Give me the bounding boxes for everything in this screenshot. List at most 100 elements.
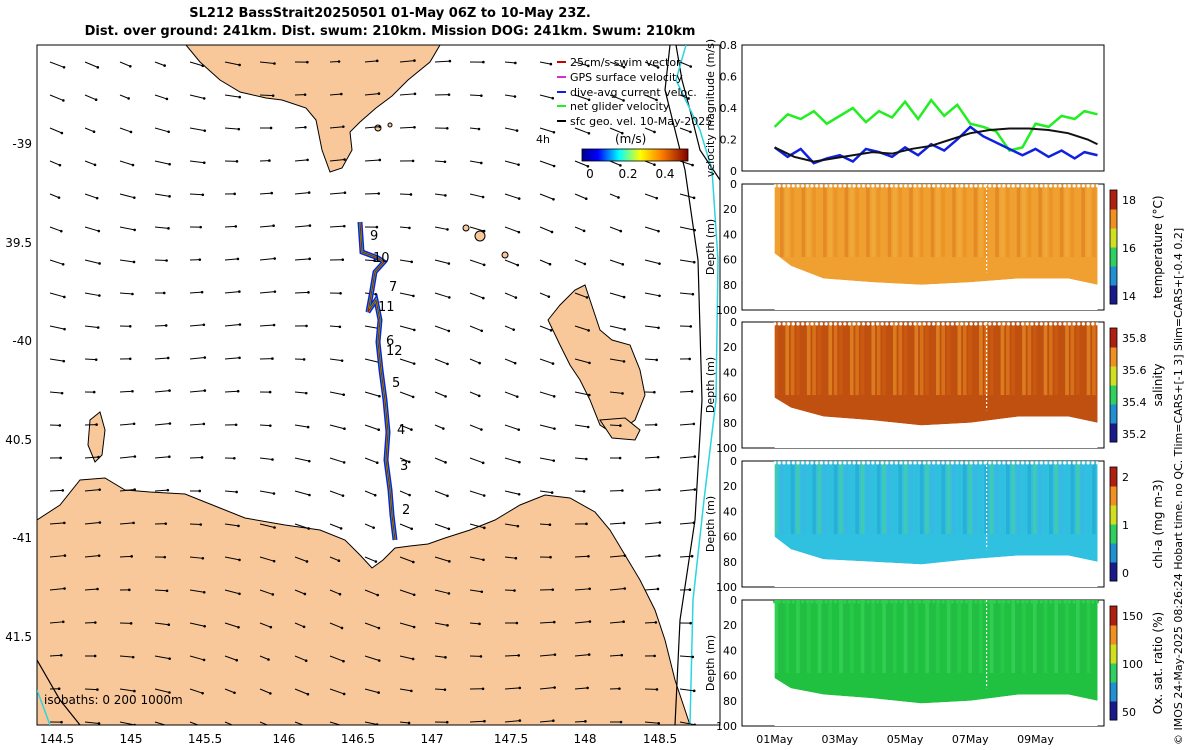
heatmap-stripe	[1016, 322, 1021, 396]
geo-arrow	[294, 159, 308, 162]
geo-arrow	[189, 456, 203, 459]
sample-dot	[810, 461, 814, 465]
heatmap-stripe	[941, 184, 946, 258]
geo-arrow-head	[584, 457, 588, 461]
geo-arrow-head	[689, 130, 692, 134]
geo-arrow-head	[95, 423, 98, 426]
geo-arrow-head	[443, 688, 447, 691]
depth-tick: 80	[723, 279, 737, 292]
oxygen-colorbar-label: Ox. sat. ratio (%)	[1151, 612, 1165, 714]
geo-arrow	[679, 423, 694, 426]
geo-arrow	[434, 589, 450, 594]
geo-arrow-head	[271, 593, 275, 596]
heatmap-stripe	[946, 461, 951, 535]
geo-arrow	[224, 291, 240, 294]
geo-arrow	[259, 622, 271, 628]
geo-arrow-head	[619, 229, 623, 233]
heatmap-stripe	[962, 461, 967, 535]
geo-arrow-head	[588, 587, 591, 591]
geo-arrow-head	[199, 724, 202, 725]
geo-arrow-head	[550, 230, 554, 234]
geo-arrow-head	[304, 659, 308, 663]
geo-arrow-head	[203, 356, 207, 359]
depth-tick: 0	[730, 455, 737, 468]
geo-arrow	[644, 61, 659, 68]
heatmap-stripe	[1016, 600, 1021, 674]
heatmap-stripe	[779, 184, 784, 258]
sample-dot	[871, 461, 875, 465]
heatmap-stripe	[930, 600, 935, 674]
heatmap-stripe	[1065, 461, 1069, 535]
geo-arrow	[609, 160, 621, 166]
geo-arrow-head	[133, 723, 136, 725]
heatmap-stripe	[898, 600, 902, 674]
geo-arrow-head	[691, 292, 695, 296]
geo-arrow-head	[235, 658, 239, 662]
sample-dot	[955, 322, 959, 326]
heatmap-stripe	[979, 600, 983, 674]
geo-arrow	[154, 390, 170, 393]
sample-dot	[922, 184, 927, 188]
heatmap-stripe	[806, 600, 811, 674]
geo-arrow	[574, 292, 588, 298]
sample-dot	[880, 600, 884, 604]
geo-arrow	[399, 325, 415, 331]
heatmap-stripe	[909, 461, 913, 535]
sample-dot	[964, 461, 969, 465]
geo-arrow-head	[691, 163, 694, 167]
heatmap-stripe	[855, 184, 859, 258]
geo-arrow	[469, 622, 480, 625]
colorbar-segment	[1110, 209, 1117, 229]
geo-arrow-head	[618, 456, 622, 460]
geo-arrow-head	[693, 723, 697, 725]
heatmap-stripe	[1059, 461, 1064, 535]
geo-arrow-head	[412, 625, 416, 629]
sample-dot	[1021, 600, 1025, 604]
sample-dot	[1030, 184, 1034, 188]
heatmap-stripe	[946, 600, 951, 674]
geo-arrow-head	[407, 721, 411, 725]
sample-dot	[913, 322, 917, 326]
geo-arrow-head	[202, 161, 206, 165]
geo-arrow-head	[59, 653, 63, 657]
heatmap-stripe	[839, 461, 843, 535]
geo-arrow	[364, 589, 378, 596]
sample-dot	[819, 600, 824, 604]
heatmap-stripe	[796, 600, 800, 674]
geo-arrow	[259, 324, 275, 327]
geo-arrow	[119, 456, 135, 459]
sample-dot	[931, 322, 936, 326]
heatmap-stripe	[823, 184, 827, 258]
heatmap-stripe	[876, 184, 881, 258]
geo-arrow	[329, 391, 344, 396]
heatmap-stripe	[957, 600, 962, 674]
geo-arrow-head	[375, 461, 379, 464]
heatmap-stripe	[1027, 461, 1032, 535]
geo-arrow	[399, 622, 415, 628]
sample-dot	[936, 461, 941, 465]
heatmap-stripe	[925, 322, 929, 396]
heatmap-stripe	[801, 600, 806, 674]
geo-arrow-head	[551, 588, 555, 591]
heatmap-stripe	[1022, 322, 1026, 396]
geo-arrow-head	[305, 560, 309, 563]
sample-dot	[917, 461, 922, 465]
geo-arrow	[364, 655, 380, 662]
geo-arrow-head	[518, 460, 521, 464]
colorbar-label: temperature (°C)	[1151, 196, 1165, 299]
heatmap-mask	[774, 536, 1098, 587]
geo-arrow-head	[237, 127, 241, 131]
geo-arrow	[539, 424, 555, 430]
geo-arrow	[49, 522, 65, 525]
geo-arrow	[49, 94, 64, 101]
geo-arrow	[119, 655, 134, 658]
sample-dot	[918, 600, 922, 604]
geo-arrow-head	[692, 196, 696, 200]
heatmap-stripe	[833, 322, 838, 396]
heatmap-stripe	[979, 322, 983, 396]
sample-dot	[913, 184, 917, 188]
colorbar-segment	[1110, 663, 1117, 683]
geo-arrow	[434, 160, 445, 163]
geo-arrow-head	[477, 394, 481, 398]
heatmap-stripe	[1022, 184, 1026, 258]
